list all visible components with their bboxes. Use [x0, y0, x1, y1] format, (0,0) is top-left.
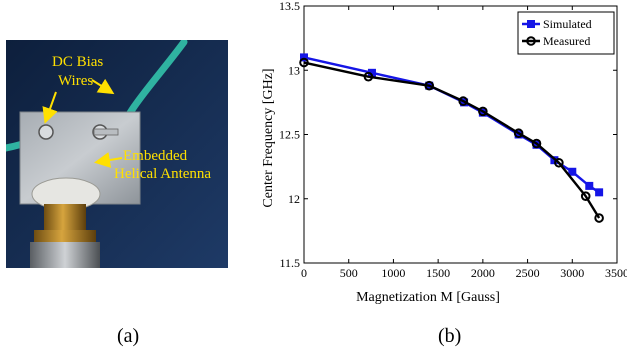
measured-line	[303, 61, 601, 219]
x-tick-label: 2500	[516, 266, 540, 280]
caption-a: (a)	[117, 325, 140, 347]
y-tick-label: 13.5	[279, 0, 300, 13]
x-tick-label: 1500	[426, 266, 450, 280]
measured-point	[531, 138, 542, 149]
measured-point	[458, 96, 468, 106]
x-tick-label: 2000	[471, 266, 495, 280]
arrow-to-bias-pad	[42, 91, 58, 124]
frequency-chart: 0 500 1000 1500 2000 2500 3000 3500 11.5 12 12.5 13…	[250, 0, 627, 305]
simulated-point	[595, 188, 604, 197]
arrow-to-antenna	[94, 152, 123, 168]
measured-point	[554, 157, 564, 168]
measured-point	[513, 128, 524, 139]
simulated-line	[303, 56, 600, 194]
series-simulated	[300, 53, 604, 197]
chart-legend: Simulated Measured	[517, 11, 615, 55]
legend-box	[517, 11, 615, 55]
legend-label: Measured	[543, 34, 590, 48]
measured-point	[424, 80, 434, 91]
wires-label: Wires	[58, 73, 94, 89]
y-tick-label: 12.5	[279, 128, 300, 142]
x-tick-label: 0	[301, 266, 307, 280]
y-tick-label: 13	[288, 63, 300, 77]
caption-b: (b)	[438, 325, 462, 347]
arrow-to-wire	[91, 78, 115, 95]
legend-label: Simulated	[543, 17, 592, 31]
series-measured	[299, 57, 604, 223]
antenna-photo-drawing	[2, 38, 228, 268]
measured-point	[478, 106, 488, 117]
measured-point	[594, 213, 604, 223]
measured-point	[580, 191, 591, 201]
legend-marker	[527, 20, 535, 28]
y-tick-label: 12	[288, 192, 300, 206]
simulated-point	[585, 181, 594, 190]
helical-antenna-label: Helical Antenna	[114, 166, 212, 182]
chart-svg: 0 500 1000 1500 2000 2500 3000 3500 11.5 12 12.5 13…	[261, 0, 627, 305]
simulated-point	[568, 167, 577, 176]
x-tick-label: 3000	[560, 266, 584, 280]
label-arrows	[42, 78, 123, 168]
measured-point	[299, 57, 309, 68]
x-tick-label: 500	[340, 266, 358, 280]
dc-bias-label: DC Bias	[52, 54, 104, 70]
simulated-point	[300, 53, 308, 62]
antenna-photo: DC Bias Wires Embedded Helical Antenna	[2, 38, 228, 268]
measured-point	[363, 71, 374, 82]
legend-marker	[526, 36, 536, 46]
x-axis-label: Magnetization M [Gauss]	[356, 290, 500, 305]
embedded-label: Embedded	[123, 148, 188, 164]
x-tick-label: 3500	[605, 266, 627, 280]
x-tick-label: 1000	[381, 266, 405, 280]
y-tick-label: 11.5	[279, 256, 300, 270]
y-axis-label: Center Frequency [GHz]	[261, 68, 276, 207]
